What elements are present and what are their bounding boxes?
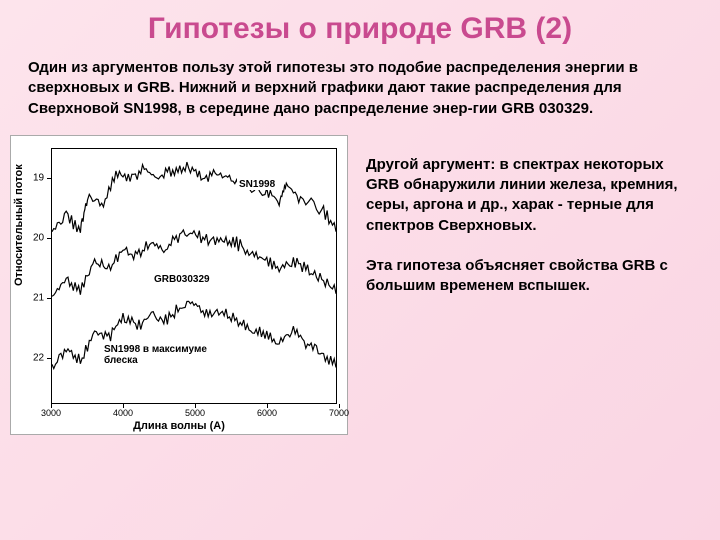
y-tick: 19 <box>33 172 44 183</box>
spectrum-curve <box>52 230 336 296</box>
paragraph-1: Один из аргументов пользу этой гипотезы … <box>0 54 720 129</box>
page-title: Гипотезы о природе GRB (2) <box>0 0 720 54</box>
x-tick: 7000 <box>329 408 349 418</box>
curve-label: SN1998 <box>237 179 277 190</box>
content-row: Относительный поток Длина волны (А) SN19… <box>0 129 720 435</box>
y-tick: 21 <box>33 292 44 303</box>
spectrum-chart: Относительный поток Длина волны (А) SN19… <box>10 135 348 435</box>
right-column: Другой аргумент: в спектрах некоторых GR… <box>348 135 700 297</box>
spectrum-curve <box>52 162 336 233</box>
curve-label: SN1998 в максимуме блеска <box>102 344 232 366</box>
paragraph-2: Другой аргумент: в спектрах некоторых GR… <box>366 155 700 236</box>
curve-label: GRB030329 <box>152 274 212 285</box>
x-tick: 6000 <box>257 408 277 418</box>
x-tick: 3000 <box>41 408 61 418</box>
x-tick: 4000 <box>113 408 133 418</box>
x-axis-label: Длина волны (А) <box>11 420 347 432</box>
paragraph-3: Эта гипотеза объясняет свойства GRB с бо… <box>366 256 700 297</box>
y-tick: 22 <box>33 352 44 363</box>
y-axis-label: Относительный поток <box>13 164 25 286</box>
y-tick: 20 <box>33 232 44 243</box>
plot-area: SN1998 GRB030329 SN1998 в максимуме блеска <box>51 148 337 404</box>
x-tick: 5000 <box>185 408 205 418</box>
